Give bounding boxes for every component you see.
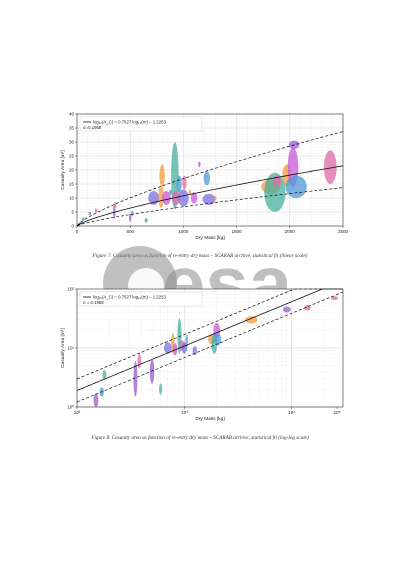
y-tick-label: 35 bbox=[69, 126, 75, 131]
figure-8-chart: 10² 10³ 10⁴ 10⁵ 10⁰ 10¹ 10² Dry Mass [kg] Casual… bbox=[60, 287, 344, 422]
data-point bbox=[163, 342, 172, 354]
figure-7-caption: Figure 7. Casualty area as function of r… bbox=[92, 253, 308, 259]
fit-line-lower bbox=[76, 291, 344, 403]
x-axis-label: Dry Mass [kg] bbox=[195, 235, 224, 241]
data-point bbox=[245, 316, 258, 324]
data-point bbox=[323, 150, 337, 184]
x-tick-label: 500 bbox=[126, 229, 134, 234]
y-axis-label: Casualty Area [m²] bbox=[60, 150, 66, 189]
y-tick-label: 5 bbox=[71, 210, 74, 215]
data-point bbox=[176, 175, 182, 193]
data-point bbox=[159, 164, 165, 187]
x-tick-label: 10² bbox=[74, 410, 81, 415]
data-point bbox=[162, 191, 171, 205]
y-axis-label: Casualty Area [m²] bbox=[60, 328, 66, 367]
data-point bbox=[144, 218, 148, 223]
y-tick-label: 25 bbox=[69, 154, 75, 159]
data-point bbox=[202, 193, 216, 205]
fit-line-upper bbox=[76, 131, 344, 226]
data-point bbox=[133, 361, 138, 397]
figure-7-chart: 0 500 1000 1500 2000 2500 0 5 10 15 20 25 30 35 40 Dry … bbox=[60, 112, 349, 242]
legend: log₁₀(A_C) = 0.7527 log₁₀(m) − 1.2253σ=0… bbox=[79, 116, 203, 132]
data-point bbox=[114, 201, 117, 209]
legend-fit-label: log₁₀(A_C) = 0.7527 log₁₀(m) − 1.2253 bbox=[93, 295, 166, 300]
legend-sigma-label: σ=0.1958 bbox=[83, 125, 102, 130]
data-point bbox=[94, 208, 98, 213]
data-point bbox=[178, 189, 189, 207]
x-tick-label: 10³ bbox=[181, 410, 188, 415]
y-tick-label: 10 bbox=[69, 196, 75, 201]
x-axis-label: Dry Mass [kg] bbox=[195, 416, 224, 422]
legend-sigma-label: σ = 0.1958 bbox=[83, 300, 104, 305]
data-point bbox=[188, 189, 191, 196]
x-tick-label: 10⁴ bbox=[288, 410, 295, 415]
y-tick-label: 0 bbox=[71, 224, 74, 229]
legend-fit-label: log₁₀(A_C) = 0.7527 log₁₀(m) − 1.2253 bbox=[93, 120, 166, 125]
data-point bbox=[214, 333, 222, 346]
x-tick-label: 2500 bbox=[338, 229, 349, 234]
y-tick-label: 20 bbox=[69, 168, 75, 173]
data-point bbox=[159, 383, 163, 395]
x-tick-label: 1000 bbox=[178, 229, 189, 234]
y-tick-label: 40 bbox=[69, 112, 75, 117]
data-point bbox=[131, 210, 134, 217]
data-points bbox=[78, 140, 337, 225]
legend-box bbox=[79, 291, 203, 307]
data-point bbox=[203, 171, 210, 186]
data-point bbox=[182, 175, 187, 190]
x-tick-label: 2000 bbox=[285, 229, 296, 234]
fit-line-center bbox=[76, 165, 344, 227]
x-tick-label: 1500 bbox=[232, 229, 243, 234]
data-point bbox=[93, 393, 99, 407]
data-point bbox=[272, 175, 282, 187]
figure-8-caption: Figure 8. Casualty area as function of r… bbox=[91, 435, 309, 441]
x-tick-label: 10⁵ bbox=[334, 410, 341, 415]
y-tick-label: 10¹ bbox=[67, 346, 74, 351]
data-point bbox=[129, 213, 132, 222]
data-point bbox=[198, 161, 201, 168]
data-point bbox=[82, 217, 85, 221]
data-point bbox=[214, 195, 217, 201]
data-point bbox=[185, 334, 188, 348]
data-point bbox=[192, 346, 197, 356]
legend-box bbox=[79, 116, 203, 132]
y-tick-label: 10⁰ bbox=[67, 405, 74, 410]
figure-8: 10² 10³ 10⁴ 10⁵ 10⁰ 10¹ 10² Dry Mass [kg] Casual… bbox=[55, 285, 350, 425]
data-point bbox=[169, 189, 173, 196]
figure-7: 0 500 1000 1500 2000 2500 0 5 10 15 20 25 30 35 40 Dry … bbox=[55, 108, 350, 243]
fit-line-upper bbox=[76, 288, 343, 380]
y-tick-label: 10² bbox=[67, 287, 74, 292]
data-point bbox=[282, 306, 291, 313]
data-point bbox=[102, 370, 107, 380]
data-point bbox=[190, 192, 198, 204]
fit-line-lower bbox=[76, 187, 344, 227]
data-point bbox=[171, 191, 181, 205]
x-tick-label: 0 bbox=[76, 229, 79, 234]
fit-line-center bbox=[76, 288, 343, 391]
data-point bbox=[285, 175, 307, 198]
y-tick-label: 15 bbox=[69, 182, 75, 187]
data-points bbox=[93, 296, 339, 407]
data-point bbox=[137, 353, 142, 369]
y-tick-label: 30 bbox=[69, 140, 75, 145]
data-point bbox=[172, 343, 178, 356]
data-point bbox=[158, 185, 164, 208]
data-point bbox=[330, 296, 339, 301]
data-point bbox=[149, 359, 155, 384]
data-point bbox=[88, 211, 91, 216]
